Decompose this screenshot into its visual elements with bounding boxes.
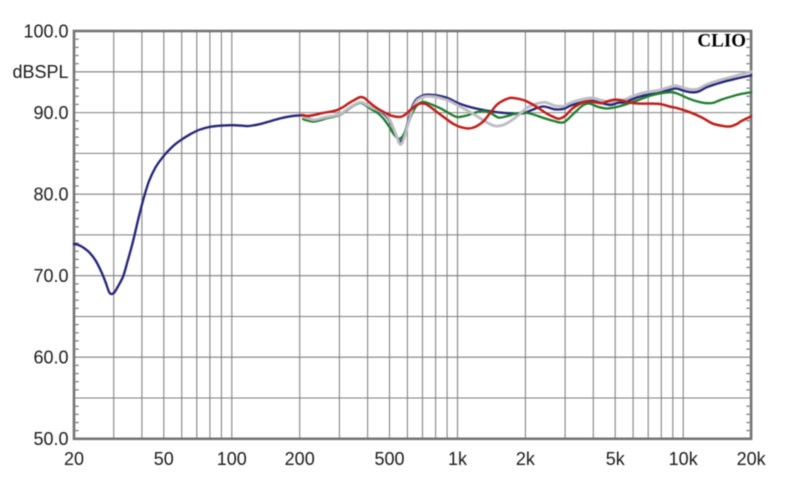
svg-text:20: 20: [64, 449, 84, 469]
svg-text:CLIO: CLIO: [697, 31, 746, 52]
svg-text:90.0: 90.0: [33, 103, 68, 123]
svg-text:5k: 5k: [606, 449, 626, 469]
svg-text:50: 50: [154, 449, 174, 469]
svg-text:1k: 1k: [448, 449, 468, 469]
svg-text:50.0: 50.0: [33, 429, 68, 449]
svg-text:200: 200: [285, 449, 315, 469]
svg-text:500: 500: [374, 449, 404, 469]
svg-text:10k: 10k: [669, 449, 699, 469]
svg-text:80.0: 80.0: [33, 184, 68, 204]
svg-text:60.0: 60.0: [33, 347, 68, 367]
svg-text:2k: 2k: [516, 449, 536, 469]
svg-text:20k: 20k: [737, 449, 767, 469]
svg-text:dBSPL: dBSPL: [12, 62, 68, 82]
svg-text:100: 100: [217, 449, 247, 469]
svg-text:70.0: 70.0: [33, 266, 68, 286]
svg-text:100.0: 100.0: [23, 21, 68, 41]
